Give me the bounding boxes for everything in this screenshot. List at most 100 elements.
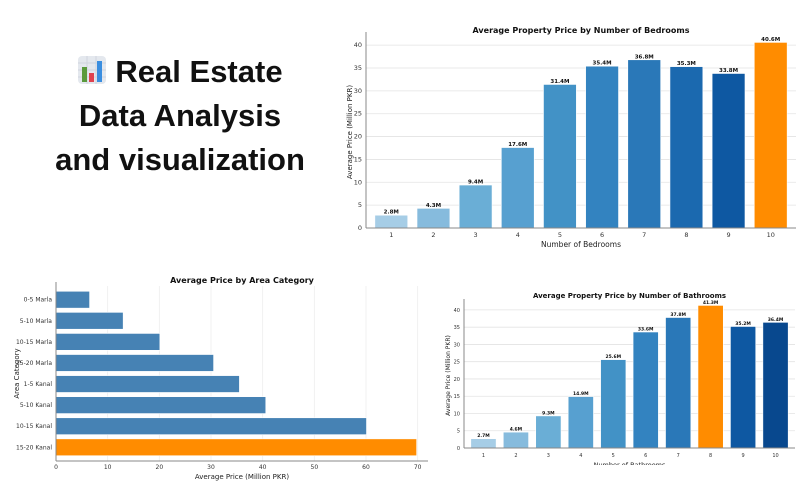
bar-chart-emoji-icon xyxy=(78,56,107,84)
x-tick-label: 3 xyxy=(474,231,478,239)
headline-line-2: Data Analysis xyxy=(78,98,282,133)
bar-2 xyxy=(416,208,451,229)
y-tick-label: 10-15 Kanal xyxy=(16,423,52,430)
data-label: 35.3M xyxy=(677,61,696,67)
x-tick-label: 1 xyxy=(482,453,485,459)
y-tick-label: 0 xyxy=(358,224,362,232)
bar-10-15-kanal xyxy=(55,417,367,435)
data-label: 35.2M xyxy=(735,321,751,327)
y-tick-label: 15-20 Marla xyxy=(16,360,52,367)
y-tick-label: 1-5 Kanal xyxy=(24,381,53,388)
x-tick-label: 4 xyxy=(579,453,582,459)
x-tick-label: 5 xyxy=(612,453,615,459)
bar-4 xyxy=(567,396,594,449)
data-label: 36.8M xyxy=(635,54,654,60)
x-tick-label: 10 xyxy=(772,453,778,459)
x-tick-label: 9 xyxy=(726,231,730,239)
x-tick-label: 10 xyxy=(104,464,112,471)
bar-4 xyxy=(501,147,535,229)
bar-7 xyxy=(665,317,692,449)
y-axis-label: Average Price (Million PKR) xyxy=(445,335,452,416)
bar-6 xyxy=(632,331,659,449)
headline-line-1: Real Estate xyxy=(20,50,340,94)
x-tick-label: 50 xyxy=(311,464,319,471)
x-tick-label: 2 xyxy=(431,231,435,239)
y-tick-label: 5 xyxy=(457,429,460,435)
y-tick-label: 5-10 Kanal xyxy=(20,402,53,409)
data-label: 2.7M xyxy=(477,433,490,439)
y-tick-label: 0 xyxy=(457,446,460,452)
data-label: 37.8M xyxy=(670,312,686,318)
bar-3 xyxy=(535,415,562,449)
data-label: 9.4M xyxy=(468,180,483,186)
chart-title: Average Price by Area Category xyxy=(170,276,314,285)
bar-15-20-kanal xyxy=(55,438,417,457)
data-label: 31.4M xyxy=(550,79,569,85)
bar-10-15-marla xyxy=(55,333,161,351)
bar-0-5-marla xyxy=(55,290,90,309)
bar-2 xyxy=(502,431,529,449)
x-tick-label: 5 xyxy=(558,231,562,239)
x-axis-label: Number of Bathrooms xyxy=(594,461,666,465)
bathrooms-bar-chart: Average Property Price by Number of Bath… xyxy=(445,292,795,469)
y-tick-label: 10 xyxy=(354,178,362,186)
y-tick-label: 5-10 Marla xyxy=(20,318,53,325)
y-tick-label: 20 xyxy=(454,377,460,383)
bar-15-20-marla xyxy=(55,354,214,372)
y-tick-label: 15 xyxy=(454,394,460,400)
data-label: 40.6M xyxy=(761,37,780,43)
y-tick-label: 0-5 Marla xyxy=(24,297,53,304)
chart-title: Average Property Price by Number of Bedr… xyxy=(473,26,690,35)
x-tick-label: 8 xyxy=(709,453,712,459)
x-tick-label: 1 xyxy=(389,231,393,239)
x-tick-label: 20 xyxy=(156,464,164,471)
y-tick-label: 5 xyxy=(358,201,362,209)
y-tick-label: 35 xyxy=(354,64,362,72)
bedrooms-chart-card: Average Property Price by Number of Bedr… xyxy=(343,22,800,250)
data-label: 33.6M xyxy=(638,327,654,333)
data-label: 33.8M xyxy=(719,68,738,74)
headline-text-1: Real Estate xyxy=(115,54,283,89)
x-axis-label: Number of Bedrooms xyxy=(541,240,621,249)
x-tick-label: 7 xyxy=(642,231,646,239)
bar-5 xyxy=(600,359,627,449)
bar-8 xyxy=(697,305,724,449)
area-bar-chart: Average Price by Area Category 0 10 20 30 40 5… xyxy=(13,276,428,481)
x-tick-label: 0 xyxy=(54,464,58,471)
y-tick-label: 25 xyxy=(454,360,460,366)
data-label: 4.6M xyxy=(510,427,523,433)
bar-9 xyxy=(730,326,757,449)
x-tick-label: 9 xyxy=(741,453,744,459)
headline: Real Estate Data Analysis and visualizat… xyxy=(20,50,340,182)
bar-7 xyxy=(627,59,661,229)
x-tick-label: 70 xyxy=(414,464,422,471)
y-tick-label: 15-20 Kanal xyxy=(16,444,52,451)
y-tick-label: 20 xyxy=(354,133,362,141)
bar-5-10-marla xyxy=(55,312,124,330)
x-tick-label: 6 xyxy=(600,231,604,239)
data-label: 9.3M xyxy=(542,410,555,416)
chart-title: Average Property Price by Number of Bath… xyxy=(533,292,726,300)
bathrooms-chart-card: Average Property Price by Number of Bath… xyxy=(443,287,798,469)
data-label: 36.4M xyxy=(768,317,784,323)
x-axis-label: Average Price (Million PKR) xyxy=(195,473,289,481)
data-label: 25.6M xyxy=(605,354,621,360)
area-chart-card: Average Price by Area Category 0 10 20 30 40 5… xyxy=(8,272,433,484)
x-tick-label: 30 xyxy=(207,464,215,471)
data-label: 14.9M xyxy=(573,391,589,397)
y-tick-label: 30 xyxy=(354,87,362,95)
x-tick-label: 40 xyxy=(259,464,267,471)
y-tick-label: 15 xyxy=(354,155,362,163)
bar-10 xyxy=(753,42,788,229)
data-label: 17.6M xyxy=(508,142,527,148)
x-tick-label: 2 xyxy=(514,453,517,459)
bar-1-5-kanal xyxy=(55,375,240,393)
bar-1 xyxy=(374,214,409,229)
y-tick-label: 25 xyxy=(354,110,362,118)
data-label: 2.8M xyxy=(384,210,399,216)
bar-6 xyxy=(585,65,619,229)
y-tick-label: 10-15 Marla xyxy=(16,339,52,346)
bar-9 xyxy=(711,73,746,229)
x-tick-label: 10 xyxy=(767,231,775,239)
y-axis-label: Area Category xyxy=(13,348,21,398)
